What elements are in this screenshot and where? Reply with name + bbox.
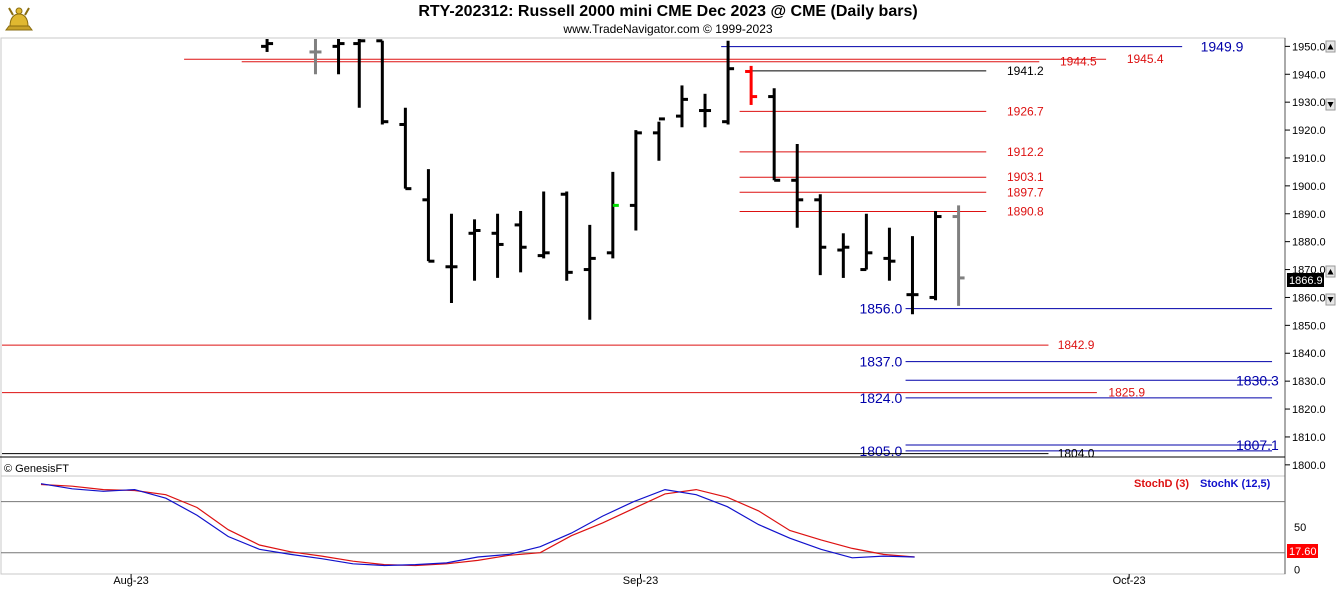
price-bar: [722, 40, 735, 125]
golden-bull-icon: [2, 2, 36, 41]
price-bar: [952, 205, 965, 306]
level-label-8: 1890.8: [1007, 205, 1044, 219]
y-tick-label: 1830.0: [1292, 376, 1326, 388]
stochastic-panel: [0, 475, 1286, 575]
chart-title: RTY-202312: Russell 2000 mini CME Dec 20…: [418, 3, 918, 20]
legend-stochd: StochD (3): [1134, 478, 1189, 490]
y-tick-label: 1950.0: [1292, 41, 1326, 53]
copyright-label: © GenesisFT: [4, 463, 69, 475]
chart-header: RTY-202312: Russell 2000 mini CME Dec 20…: [0, 0, 1336, 38]
price-bar: [491, 213, 504, 278]
y-tick-label: 1800.0: [1292, 460, 1326, 472]
y-tick-label: 1920.0: [1292, 125, 1326, 137]
y-tick-label: 1860.0: [1292, 292, 1326, 304]
price-bar: [860, 213, 873, 272]
chart-subtitle: www.TradeNavigator.com © 1999-2023: [563, 22, 773, 36]
price-bar: [745, 65, 758, 105]
price-bar: [814, 194, 827, 276]
stochastic-layer: 50 0: [1, 483, 1306, 577]
level-label-12: 1830.3: [1236, 372, 1279, 388]
y-tick-label: 1890.0: [1292, 209, 1326, 221]
stoch-tick-label: 50: [1294, 522, 1306, 534]
price-bar: [768, 88, 781, 182]
level-label-16: 1805.0: [859, 443, 902, 459]
stoch-line-stochk: [40, 483, 915, 567]
level-label-7: 1897.7: [1007, 185, 1044, 199]
price-panel: [0, 37, 1286, 477]
stoch-tick-label: 0: [1294, 565, 1300, 577]
scroll-arrow-down-1[interactable]: [1325, 98, 1336, 111]
stoch-tag-label: 17.60: [1289, 546, 1317, 558]
x-tick-label: Aug-23: [113, 575, 148, 587]
x-tick-label: Sep-23: [623, 575, 658, 587]
y-tick-label: 1840.0: [1292, 348, 1326, 360]
price-bar: [468, 219, 481, 281]
price-bar: [560, 191, 573, 281]
price-bar: [837, 233, 850, 278]
level-label-4: 1926.7: [1007, 104, 1044, 118]
y-tick-label: 1930.0: [1292, 97, 1326, 109]
price-bar: [652, 117, 665, 161]
level-label-1: 1944.5: [1060, 55, 1097, 69]
y-tick-label: 1820.0: [1292, 404, 1326, 416]
stoch-legend: StochD (3) StochK (12,5): [1134, 478, 1271, 490]
price-bar: [629, 130, 642, 231]
scroll-arrow-up-2[interactable]: [1325, 265, 1336, 278]
y-tick-label: 1880.0: [1292, 237, 1326, 249]
price-axis: 1950.0 1940.0 1930.0 1920.0 1910.0 1900.0 1890…: [1285, 41, 1326, 472]
level-label-13: 1825.9: [1108, 386, 1145, 400]
price-bar: [261, 39, 274, 52]
price-bar: [353, 39, 366, 108]
level-label-5: 1912.2: [1007, 145, 1044, 159]
level-label-17: 1804.0: [1058, 447, 1095, 461]
price-bar: [422, 169, 435, 263]
price-bar: [606, 171, 619, 259]
price-bar: [906, 236, 919, 315]
y-tick-label: 1850.0: [1292, 320, 1326, 332]
x-tick-label: Oct-23: [1113, 575, 1146, 587]
levels-layer: 1949.9 1944.5 1945.4 1941.2 1926.7 1912.2 1903…: [2, 39, 1279, 461]
level-label-2: 1945.4: [1127, 52, 1164, 66]
bars-layer: [261, 39, 965, 320]
price-bar: [309, 39, 322, 75]
scroll-arrow-down-2[interactable]: [1325, 293, 1336, 306]
y-tick-label: 1900.0: [1292, 181, 1326, 193]
level-label-0: 1949.9: [1201, 39, 1244, 55]
scroll-arrow-up[interactable]: [1325, 40, 1336, 53]
price-bar: [929, 210, 942, 301]
level-label-10: 1842.9: [1058, 338, 1095, 352]
y-tick-label: 1940.0: [1292, 69, 1326, 81]
price-bar: [791, 144, 804, 228]
price-bar: [675, 85, 688, 128]
price-bar: [583, 224, 596, 320]
price-bar: [514, 210, 527, 273]
stoch-tag: 17.60: [1287, 544, 1318, 558]
level-label-15: 1807.1: [1236, 437, 1279, 453]
level-label-3: 1941.2: [1007, 64, 1044, 78]
legend-stochk: StochK (12,5): [1200, 478, 1271, 490]
price-bar: [699, 93, 712, 128]
y-tick-label: 1810.0: [1292, 432, 1326, 444]
price-bar: [332, 39, 345, 75]
stoch-line-stochd: [40, 483, 915, 567]
price-bar: [883, 227, 896, 281]
date-axis: Aug-23 Sep-23 Oct-23: [113, 574, 1146, 587]
price-bar: [376, 39, 389, 125]
level-label-11: 1837.0: [859, 354, 902, 370]
y-tick-label: 1910.0: [1292, 153, 1326, 165]
level-label-9: 1856.0: [859, 301, 902, 317]
price-bar: [399, 107, 412, 191]
level-label-6: 1903.1: [1007, 170, 1044, 184]
price-bar: [445, 213, 458, 304]
price-bar: [537, 191, 550, 259]
price-tag-label: 1866.9: [1289, 275, 1323, 287]
price-tag: 1866.9: [1287, 273, 1324, 287]
level-label-14: 1824.0: [859, 390, 902, 406]
